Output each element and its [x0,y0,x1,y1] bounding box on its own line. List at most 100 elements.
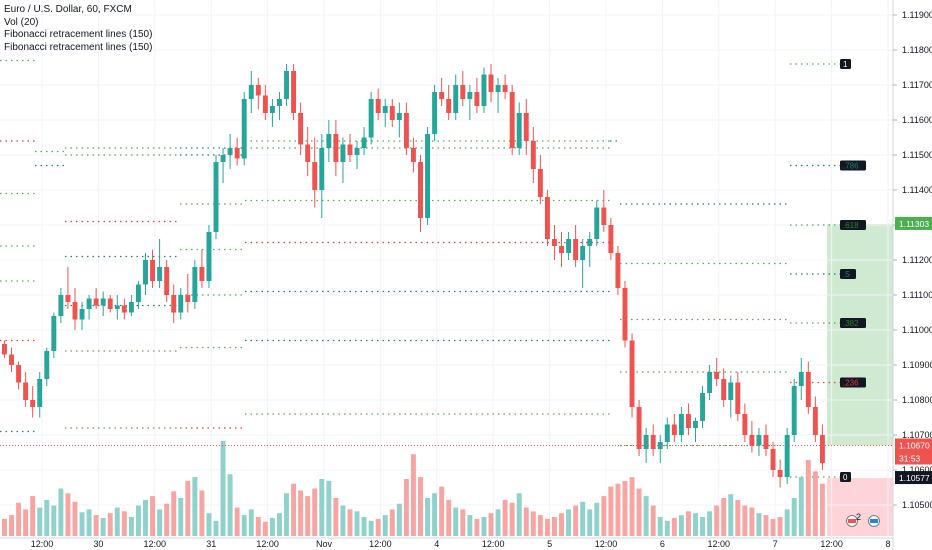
candle-body[interactable] [685,414,691,428]
fib-indicator-label-2[interactable]: Fibonacci retracement lines (150) [4,41,153,53]
candle-body[interactable] [756,435,762,446]
fib-indicator-label-1[interactable]: Fibonacci retracement lines (150) [4,29,153,40]
candle-body[interactable] [255,85,261,96]
symbol-title[interactable]: Euro / U.S. Dollar, 60, FXCM [4,4,132,15]
candle-body[interactable] [164,267,170,295]
candle-body[interactable] [791,386,797,435]
candle-body[interactable] [516,113,522,148]
candle-body[interactable] [580,246,586,260]
candle-body[interactable] [629,340,635,408]
candle-body[interactable] [143,260,148,285]
candle-body[interactable] [714,372,720,379]
candle-body[interactable] [735,382,741,415]
candle-body[interactable] [566,239,572,253]
candle-body[interactable] [375,99,381,113]
candle-body[interactable] [763,435,769,449]
candle-body[interactable] [784,435,790,477]
candle-body[interactable] [418,162,423,218]
candle-body[interactable] [481,74,487,107]
candle-body[interactable] [530,141,536,169]
candle-body[interactable] [559,246,564,253]
candle-body[interactable] [206,232,212,281]
candle-body[interactable] [812,407,818,435]
candle-body[interactable] [128,302,134,313]
candle-body[interactable] [587,239,593,246]
candle-body[interactable] [37,379,43,407]
candle-body[interactable] [678,414,684,435]
candle-body[interactable] [241,99,247,159]
candle-body[interactable] [671,424,677,436]
candle-body[interactable] [100,298,106,306]
candle-body[interactable] [488,74,494,93]
candle-body[interactable] [552,239,557,246]
candle-body[interactable] [319,148,325,190]
candle-body[interactable] [601,207,607,226]
candle-body[interactable] [72,302,78,320]
candle-body[interactable] [650,435,656,449]
candle-body[interactable] [819,435,825,463]
candle-body[interactable] [86,298,92,310]
candle-body[interactable] [30,400,36,407]
candle-body[interactable] [135,284,141,303]
volume-indicator-label[interactable]: Vol (20) [4,16,39,28]
candle-body[interactable] [262,95,268,114]
candle-body[interactable] [439,92,445,99]
candle-body[interactable] [453,85,459,113]
candle-body[interactable] [403,113,409,148]
candle-body[interactable] [770,449,776,470]
candle-body[interactable] [23,382,29,401]
candle-body[interactable] [537,169,543,197]
candle-body[interactable] [728,382,734,401]
candle-body[interactable] [777,470,783,477]
candle-body[interactable] [185,295,191,302]
candle-body[interactable] [213,162,219,232]
candle-body[interactable] [446,99,452,113]
candle-body[interactable] [65,295,71,302]
candle-body[interactable] [523,113,529,141]
candle-body[interactable] [544,197,550,239]
candle-body[interactable] [693,421,698,428]
candle-body[interactable] [121,305,127,313]
candle-body[interactable] [594,207,600,240]
candle-body[interactable] [220,155,226,162]
candle-body[interactable] [502,85,508,92]
candle-body[interactable] [361,137,367,149]
candle-body[interactable] [622,288,628,341]
candle-body[interactable] [509,92,515,148]
candle-body[interactable] [643,435,649,449]
candle-body[interactable] [58,295,64,316]
candle-body[interactable] [51,316,57,351]
candle-body[interactable] [474,92,480,106]
candle-body[interactable] [340,144,346,163]
candle-body[interactable] [171,295,177,313]
candle-body[interactable] [805,372,811,407]
candle-body[interactable] [573,239,579,260]
candle-body[interactable] [798,372,804,386]
candle-body[interactable] [326,134,332,148]
candle-body[interactable] [192,267,198,302]
candle-body[interactable] [460,85,466,99]
candle-body[interactable] [707,372,713,393]
candle-body[interactable] [1,344,7,355]
candle-body[interactable] [396,113,402,120]
loss-zone[interactable] [827,478,893,536]
candle-body[interactable] [248,85,254,99]
candle-body[interactable] [199,267,205,281]
candle-body[interactable] [298,113,304,145]
candle-body[interactable] [615,253,621,288]
candle-body[interactable] [382,106,388,113]
candle-body[interactable] [354,148,360,155]
candle-body[interactable] [93,298,99,306]
candle-body[interactable] [495,85,501,92]
candle-body[interactable] [269,106,275,113]
candle-body[interactable] [227,148,233,155]
candle-body[interactable] [79,309,85,320]
candle-body[interactable] [664,424,670,443]
candle-body[interactable] [608,225,614,253]
candle-body[interactable] [9,354,14,366]
candle-body[interactable] [636,407,642,449]
candle-body[interactable] [700,393,706,421]
candle-body[interactable] [305,144,311,163]
candle-body[interactable] [389,106,395,120]
